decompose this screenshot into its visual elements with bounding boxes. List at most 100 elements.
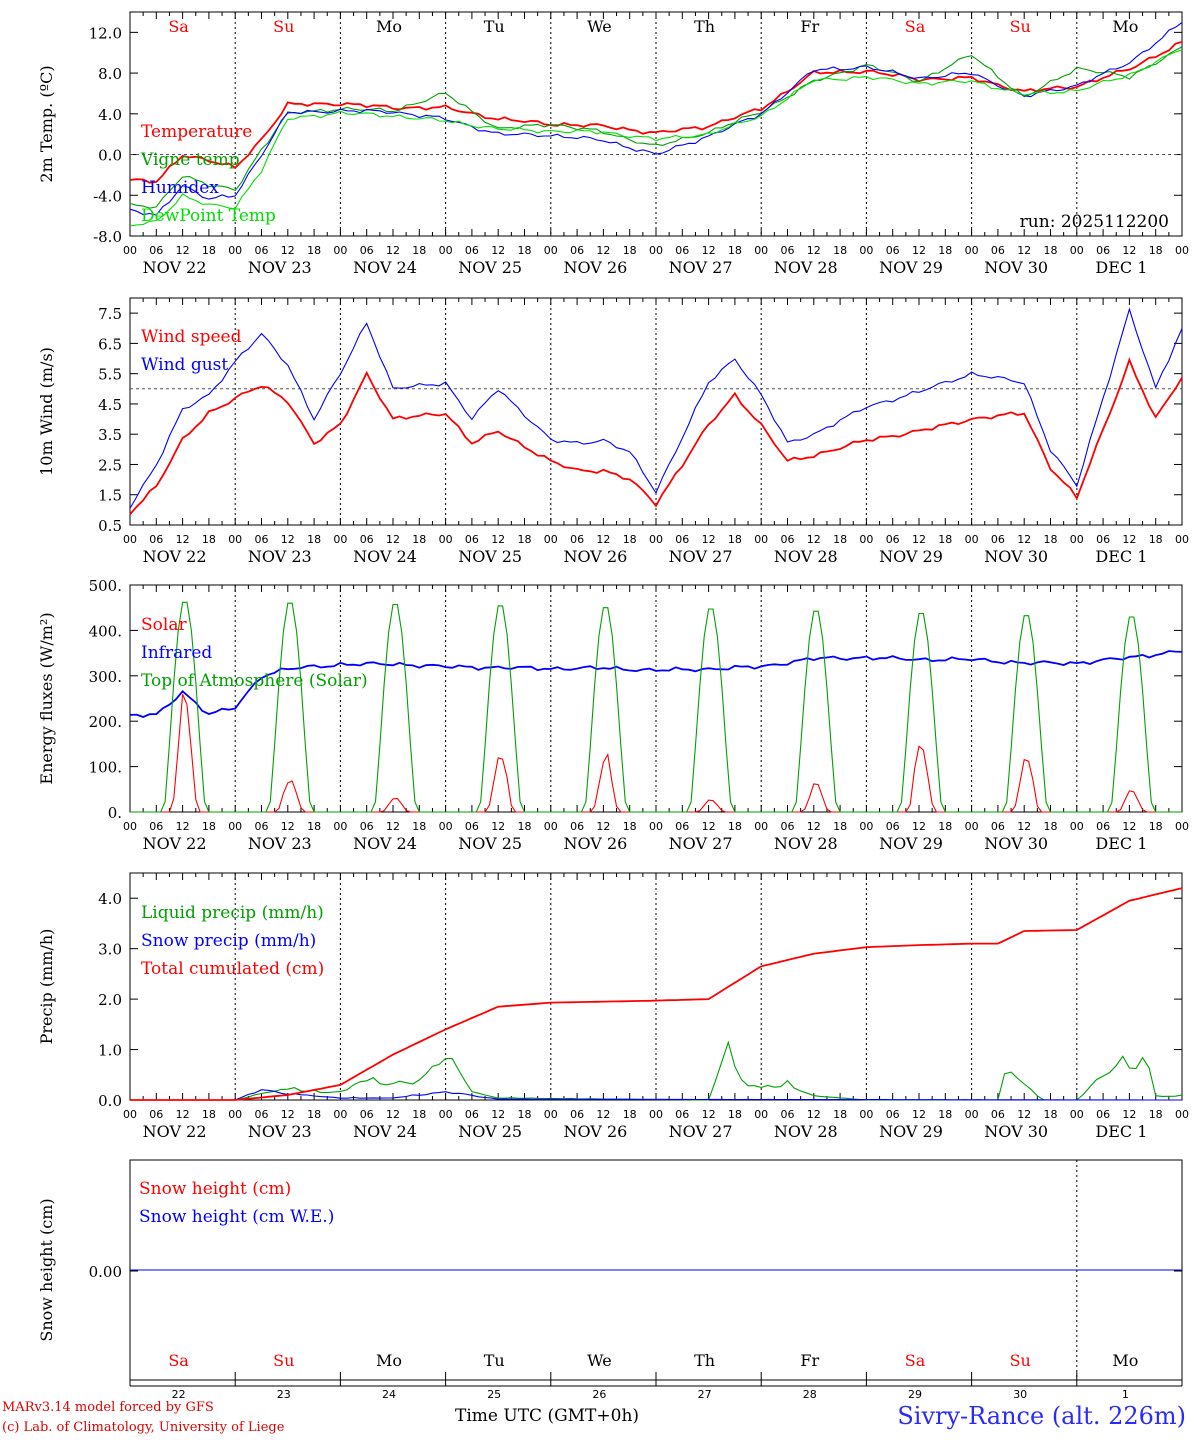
hour-tick-label: 12 (596, 1108, 610, 1121)
run-label: run: 2025112200 (1020, 212, 1169, 232)
hour-tick-label: 06 (781, 820, 795, 833)
date-label: NOV 27 (669, 258, 733, 277)
station-name: Sivry-Rance (alt. 226m) (897, 1402, 1186, 1430)
y-tick-label: 6.5 (98, 335, 122, 353)
legend-label: Snow height (cm W.E.) (139, 1207, 334, 1227)
hour-tick-label: 06 (360, 1108, 374, 1121)
hour-tick-label: 00 (1070, 244, 1084, 257)
y-tick-label: 100. (89, 759, 122, 777)
date-label: NOV 29 (879, 547, 943, 566)
hour-tick-label: 18 (518, 533, 532, 546)
hour-tick-label: 00 (1070, 820, 1084, 833)
date-label: NOV 22 (143, 834, 207, 853)
date-label: NOV 30 (984, 547, 1048, 566)
hour-tick-label: 12 (1122, 820, 1136, 833)
hour-tick-label: 06 (570, 244, 584, 257)
weekday-label: Fr (800, 1351, 819, 1370)
date-label: NOV 24 (353, 547, 417, 566)
x-axis-title: Time UTC (GMT+0h) (455, 1406, 640, 1426)
y-tick-label: 200. (89, 713, 122, 731)
hour-tick-label: 12 (281, 244, 295, 257)
hour-tick-label: 06 (570, 1108, 584, 1121)
hour-tick-label: 06 (255, 533, 269, 546)
weekday-label: Su (273, 17, 294, 36)
hour-tick-label: 18 (518, 244, 532, 257)
date-label: NOV 22 (143, 258, 207, 277)
day-number-label: 22 (172, 1388, 186, 1401)
hour-tick-label: 00 (965, 533, 979, 546)
legend-label: Infrared (141, 643, 212, 663)
series-line-infrared (129, 650, 1183, 718)
hour-tick-label: 18 (1044, 533, 1058, 546)
series-line-top-of-atmosphere-solar- (130, 601, 1182, 813)
y-tick-label: 3.5 (98, 426, 122, 444)
hour-tick-label: 12 (176, 244, 190, 257)
day-number-label: 27 (698, 1388, 712, 1401)
hour-tick-label: 06 (149, 820, 163, 833)
date-label: DEC 1 (1095, 547, 1147, 566)
hour-tick-label: 00 (123, 244, 137, 257)
date-label: NOV 23 (248, 258, 312, 277)
hour-tick-label: 00 (333, 533, 347, 546)
hour-tick-label: 18 (1149, 1108, 1163, 1121)
hour-tick-label: 12 (176, 1108, 190, 1121)
hour-tick-label: 06 (360, 533, 374, 546)
hour-tick-label: 12 (912, 1108, 926, 1121)
series-line-snow-precip-mm-h- (130, 1089, 1182, 1101)
hour-tick-label: 18 (307, 1108, 321, 1121)
hour-tick-label: 18 (938, 820, 952, 833)
hour-tick-label: 06 (1096, 820, 1110, 833)
hour-tick-label: 18 (938, 244, 952, 257)
hour-tick-label: 06 (781, 244, 795, 257)
hour-tick-label: 12 (386, 820, 400, 833)
hour-tick-label: 18 (412, 244, 426, 257)
hour-tick-label: 18 (728, 244, 742, 257)
hour-tick-label: 00 (649, 820, 663, 833)
y-tick-label: 8.0 (98, 65, 122, 83)
date-label: NOV 22 (143, 1122, 207, 1141)
hour-tick-label: 12 (702, 820, 716, 833)
hour-tick-label: 18 (1149, 244, 1163, 257)
hour-tick-label: 18 (1149, 820, 1163, 833)
hour-tick-label: 18 (728, 820, 742, 833)
date-label: NOV 28 (774, 1122, 838, 1141)
y-axis-label: Snow height (cm) (37, 1198, 56, 1341)
y-tick-label: 4.0 (98, 106, 122, 124)
day-number-label: 23 (277, 1388, 291, 1401)
y-tick-label: -4.0 (93, 187, 122, 205)
hour-tick-label: 18 (307, 533, 321, 546)
date-label: NOV 27 (669, 1122, 733, 1141)
date-label: NOV 24 (353, 834, 417, 853)
hour-tick-label: 00 (754, 533, 768, 546)
hour-tick-label: 18 (202, 533, 216, 546)
hour-tick-label: 18 (307, 244, 321, 257)
hour-tick-label: 18 (728, 1108, 742, 1121)
hour-tick-label: 00 (544, 1108, 558, 1121)
hour-tick-label: 00 (228, 820, 242, 833)
weekday-label: Mo (376, 1351, 402, 1370)
y-tick-label: 4.0 (98, 890, 122, 908)
hour-tick-label: 06 (1096, 1108, 1110, 1121)
hour-tick-label: 18 (1044, 820, 1058, 833)
series-line-wind-speed (129, 357, 1183, 515)
y-tick-label: 0. (108, 804, 122, 822)
panel-wind: 0.5 1.5 2.5 3.5 4.5 5.5 6.5 7.5 10m Wind (m/s) 00… (37, 297, 1189, 566)
hour-tick-label: 12 (807, 244, 821, 257)
day-number-label: 30 (1013, 1388, 1027, 1401)
hour-tick-label: 06 (465, 244, 479, 257)
legend-label: Temperature (141, 122, 252, 142)
date-label: DEC 1 (1095, 834, 1147, 853)
hour-tick-label: 18 (1044, 244, 1058, 257)
hour-tick-label: 18 (833, 244, 847, 257)
hour-tick-label: 12 (596, 244, 610, 257)
hour-tick-label: 18 (412, 533, 426, 546)
date-label: NOV 23 (248, 834, 312, 853)
hour-tick-label: 18 (412, 820, 426, 833)
hour-tick-label: 06 (149, 533, 163, 546)
date-label: NOV 26 (563, 1122, 627, 1141)
hour-tick-label: 00 (123, 533, 137, 546)
hour-tick-label: 00 (1070, 533, 1084, 546)
hour-tick-label: 12 (1122, 1108, 1136, 1121)
day-number-label: 29 (908, 1388, 922, 1401)
